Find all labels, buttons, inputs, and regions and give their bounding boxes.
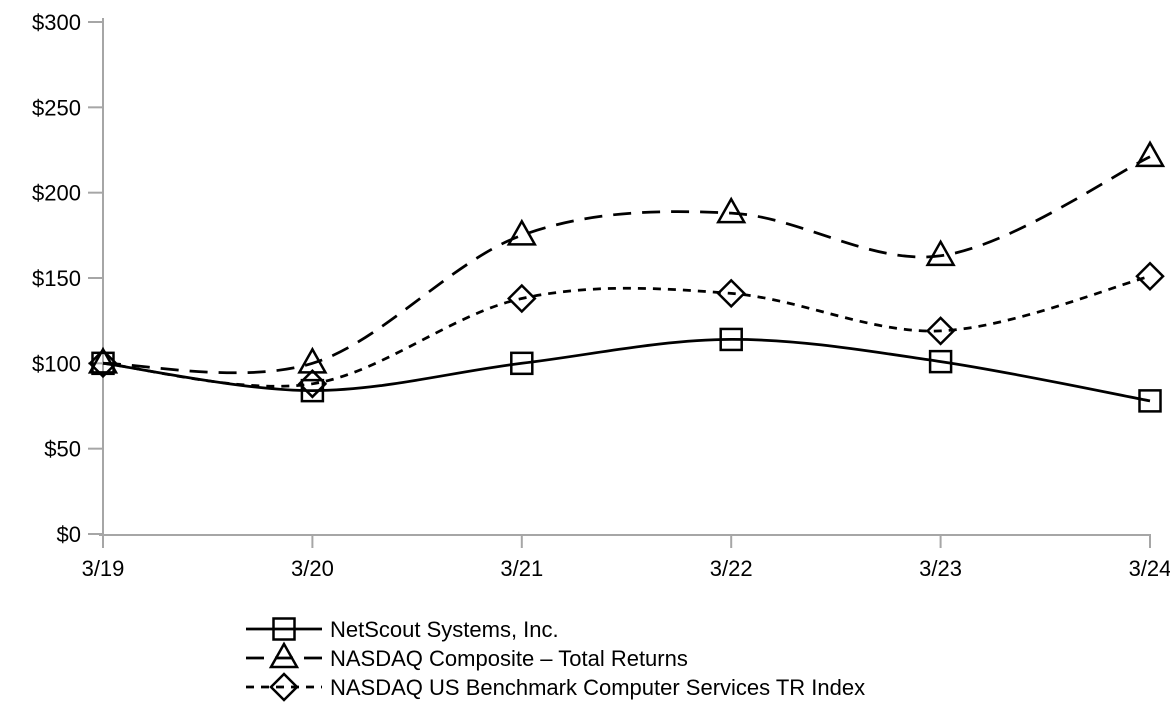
diamond-marker: [716, 278, 746, 309]
diamond-marker: [297, 369, 328, 399]
legend: NetScout Systems, Inc. NASDAQ Composite –…: [246, 617, 865, 702]
x-tick-label: 3/20: [291, 556, 334, 581]
diamond-marker: [269, 672, 299, 702]
y-tick-label: $0: [57, 522, 81, 547]
diamond-marker: [1135, 261, 1165, 292]
legend-label: NASDAQ Composite – Total Returns: [330, 646, 688, 671]
triangle-marker: [925, 239, 956, 267]
y-tick-label: $200: [32, 181, 81, 206]
series-netscout-systems-inc: [91, 327, 1162, 413]
legend-item-nasdaq-us-benchmark-computer-services-tr-index: NASDAQ US Benchmark Computer Services TR…: [246, 672, 865, 702]
square-marker: [272, 617, 296, 641]
y-tick-label: $150: [32, 266, 81, 291]
square-marker: [1138, 389, 1162, 413]
square-marker: [510, 351, 534, 376]
square-marker: [719, 327, 743, 352]
x-tick-label: 3/22: [710, 556, 753, 581]
legend-label: NASDAQ US Benchmark Computer Services TR…: [330, 675, 865, 700]
y-tick-label: $250: [32, 95, 81, 120]
diamond-marker: [507, 283, 537, 314]
x-tick-label: 3/23: [919, 556, 962, 581]
x-tick-label: 3/19: [82, 556, 125, 581]
axes: [88, 18, 1151, 548]
square-marker: [300, 378, 325, 403]
triangle-marker: [716, 196, 747, 224]
series-line-nasdaq-us-benchmark-computer-services-tr-index: [102, 274, 1151, 388]
y-tick-label: $100: [32, 351, 81, 376]
x-tick-label: 3/21: [500, 556, 543, 581]
triangle-marker: [87, 346, 119, 374]
y-tick-label: $50: [44, 437, 81, 462]
x-axis-labels: 3/19 3/20 3/21 3/22 3/23 3/24: [82, 556, 1170, 581]
y-tick-label: $300: [32, 10, 81, 35]
triangle-marker: [1134, 140, 1166, 168]
y-axis-labels: $0 $50 $100 $150 $200 $250 $300: [32, 10, 81, 547]
legend-label: NetScout Systems, Inc.: [330, 617, 559, 642]
diamond-marker: [925, 316, 956, 346]
x-tick-label: 3/24: [1129, 556, 1170, 581]
series-nasdaq-composite-total-returns: [87, 140, 1166, 375]
legend-item-netscout-systems-inc: NetScout Systems, Inc.: [246, 617, 559, 642]
series-line-netscout-systems-inc: [102, 338, 1151, 403]
diamond-marker: [88, 348, 118, 379]
series-line-nasdaq-composite-total-returns: [102, 155, 1151, 375]
triangle-marker: [268, 641, 300, 669]
square-marker: [928, 349, 953, 374]
legend-item-nasdaq-composite-total-returns: NASDAQ Composite – Total Returns: [246, 641, 688, 671]
series-nasdaq-us-benchmark-computer-services-tr-index: [88, 261, 1165, 399]
triangle-marker: [506, 218, 537, 246]
